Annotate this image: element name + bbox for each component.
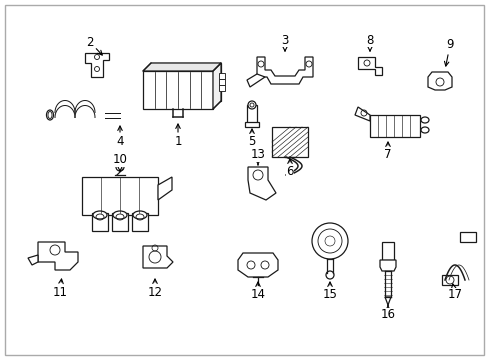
Text: 3: 3 <box>281 33 288 51</box>
Polygon shape <box>247 167 275 200</box>
Text: 13: 13 <box>250 148 265 165</box>
Polygon shape <box>85 53 109 77</box>
Ellipse shape <box>420 117 428 123</box>
Ellipse shape <box>93 211 107 219</box>
Bar <box>459 232 475 242</box>
Text: 5: 5 <box>248 129 255 148</box>
Bar <box>82 177 158 215</box>
Polygon shape <box>257 57 312 84</box>
Text: 10: 10 <box>112 153 127 171</box>
Bar <box>219 85 224 91</box>
Ellipse shape <box>113 211 127 219</box>
Polygon shape <box>142 246 173 268</box>
Polygon shape <box>354 107 369 121</box>
Polygon shape <box>246 74 264 87</box>
Polygon shape <box>28 255 38 265</box>
Text: 4: 4 <box>116 126 123 148</box>
Bar <box>271 127 307 157</box>
Ellipse shape <box>420 127 428 133</box>
Text: 15: 15 <box>322 282 337 301</box>
Text: 6: 6 <box>285 159 293 179</box>
Polygon shape <box>357 57 381 75</box>
Text: 17: 17 <box>447 284 462 301</box>
Text: 11: 11 <box>52 279 67 298</box>
Bar <box>246 105 257 123</box>
Bar <box>151 63 221 101</box>
Bar <box>381 242 393 260</box>
Polygon shape <box>38 242 78 270</box>
Text: 1: 1 <box>174 124 182 148</box>
Circle shape <box>325 271 333 279</box>
Text: 9: 9 <box>444 39 453 66</box>
Polygon shape <box>213 63 221 109</box>
Circle shape <box>247 101 256 109</box>
Bar <box>219 73 224 79</box>
Text: 12: 12 <box>147 279 162 298</box>
Text: 16: 16 <box>380 305 395 321</box>
Ellipse shape <box>133 211 147 219</box>
Polygon shape <box>238 253 278 277</box>
Bar <box>112 213 128 231</box>
Bar <box>441 275 457 285</box>
Polygon shape <box>379 260 395 271</box>
Bar <box>219 79 224 85</box>
Bar <box>369 115 419 137</box>
Ellipse shape <box>46 110 53 120</box>
Text: 7: 7 <box>384 142 391 162</box>
Polygon shape <box>384 297 390 305</box>
Polygon shape <box>427 72 451 90</box>
Bar <box>244 122 259 127</box>
Polygon shape <box>158 177 172 200</box>
Text: 8: 8 <box>366 33 373 51</box>
Bar <box>132 213 148 231</box>
Text: 14: 14 <box>250 282 265 301</box>
Circle shape <box>311 223 347 259</box>
Bar <box>92 213 108 231</box>
Text: 2: 2 <box>86 36 102 55</box>
Polygon shape <box>142 63 221 71</box>
Bar <box>142 71 213 109</box>
Circle shape <box>116 163 124 171</box>
